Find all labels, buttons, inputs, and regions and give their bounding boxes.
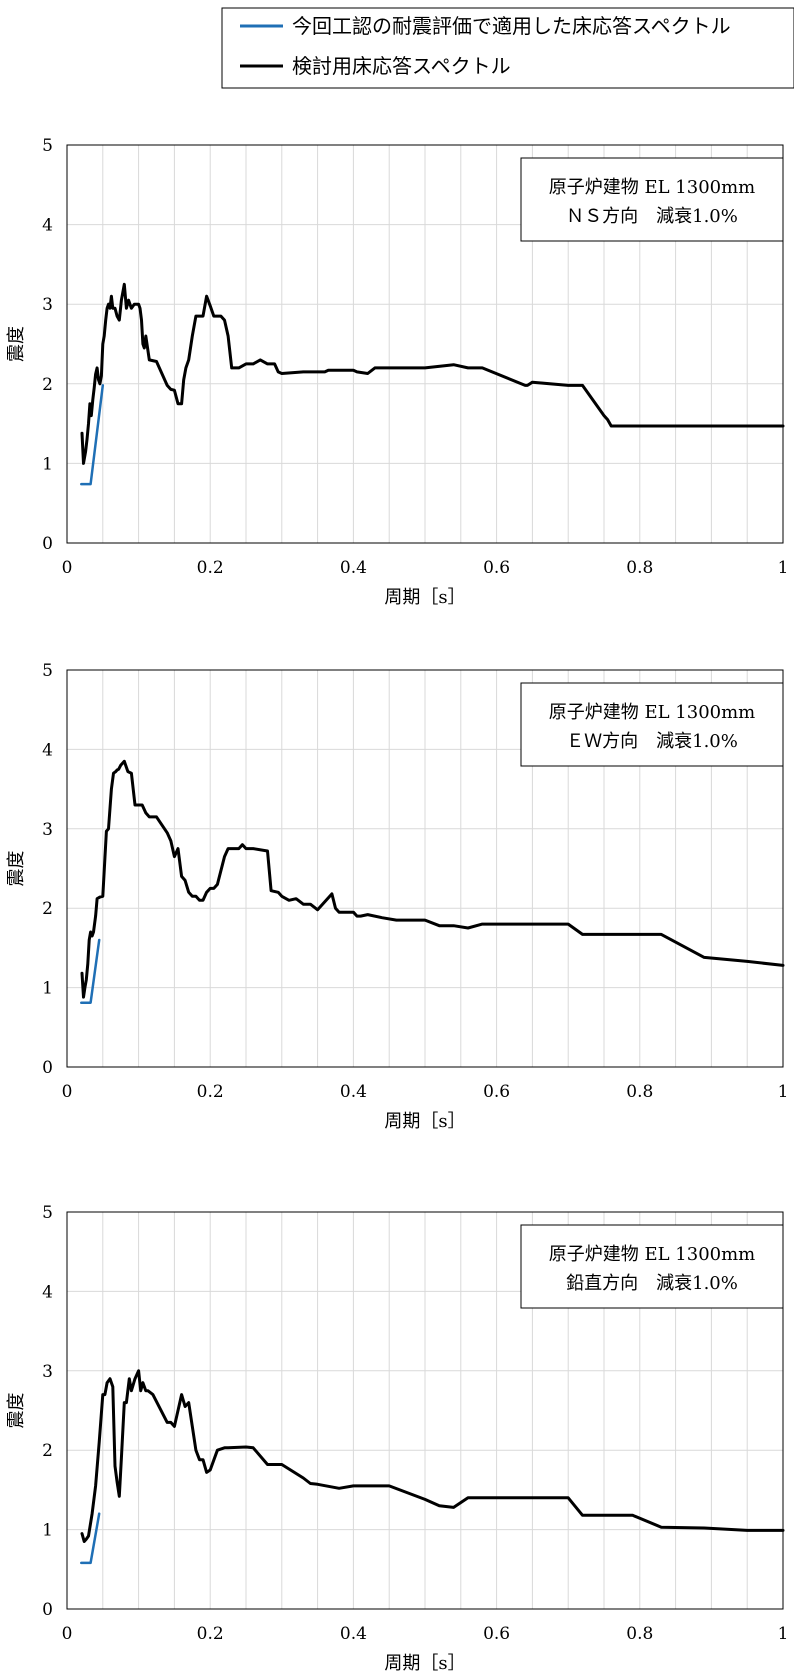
x-tick-label: 0 (62, 1624, 73, 1644)
x-tick-label: 0.6 (483, 1624, 510, 1644)
plot-border (66, 669, 784, 1068)
x-axis-title: 周期［s］ (384, 1111, 465, 1132)
x-axis-title: 周期［s］ (384, 1653, 465, 1674)
annotation-box (520, 1224, 784, 1309)
x-tick-label: 0.8 (626, 1624, 653, 1644)
x-tick-label: 0.6 (483, 1082, 510, 1102)
y-tick-label: 1 (42, 979, 53, 999)
series-line-review (80, 759, 785, 999)
x-tick-label: 0 (62, 558, 73, 578)
series-line-review (80, 282, 785, 465)
y-tick-label: 1 (42, 1521, 53, 1541)
x-tick-label: 0.8 (626, 1082, 653, 1102)
series-line-applied (80, 1512, 101, 1565)
x-tick-label: 0.8 (626, 558, 653, 578)
chart-2: 0 1 2 3 4 5 0 0.2 0.4 0.6 0.8 1 周期［s］ 震度 原子炉建物 EL 1300… (6, 661, 788, 1132)
annotation-box (520, 157, 784, 242)
series-line-review (80, 1369, 785, 1543)
x-tick-label: 0.4 (340, 1082, 367, 1102)
x-tick-label: 0.6 (483, 558, 510, 578)
x-tick-label: 0.2 (197, 1082, 224, 1102)
y-tick-label: 0 (42, 1058, 53, 1078)
y-tick-label: 1 (42, 454, 53, 474)
y-axis-title: 震度 (6, 1393, 27, 1429)
y-tick-label: 3 (42, 295, 53, 315)
annotation-line-2: ＥＷ方向 減衰1.0% (566, 731, 738, 752)
x-tick-label: 0.2 (197, 558, 224, 578)
y-axis-title: 震度 (6, 326, 27, 362)
y-tick-label: 4 (42, 1282, 53, 1302)
y-axis-title: 震度 (6, 851, 27, 887)
x-tick-label: 0.4 (340, 558, 367, 578)
y-tick-label: 4 (42, 740, 53, 760)
legend-label-1: 今回工認の耐震評価で適用した床応答スペクトル (292, 14, 731, 38)
y-tick-label: 5 (42, 136, 53, 156)
y-tick-label: 2 (42, 899, 53, 919)
y-tick-label: 5 (42, 1203, 53, 1223)
y-tick-label: 0 (42, 1600, 53, 1620)
legend-label-2: 検討用床応答スペクトル (292, 54, 511, 78)
chart-1: 0 1 2 3 4 5 0 0.2 0.4 0.6 0.8 1 周期［s］ 震度 原子炉建物 EL 1300… (6, 136, 788, 608)
plot-border (66, 1211, 784, 1610)
y-tick-label: 3 (42, 820, 53, 840)
y-tick-label: 2 (42, 375, 53, 395)
annotation-box (520, 682, 784, 767)
annotation-line-1: 原子炉建物 EL 1300mm (549, 177, 755, 198)
x-tick-label: 0 (62, 1082, 73, 1102)
y-tick-label: 5 (42, 661, 53, 681)
chart-3: 0 1 2 3 4 5 0 0.2 0.4 0.6 0.8 1 周期［s］ 震度 原子炉建物 EL 1300… (6, 1203, 788, 1674)
x-tick-label: 0.2 (197, 1624, 224, 1644)
y-tick-label: 3 (42, 1362, 53, 1382)
y-tick-label: 0 (42, 534, 53, 554)
annotation-line-2: 鉛直方向 減衰1.0% (566, 1273, 738, 1294)
series-line-applied (80, 384, 105, 486)
annotation-line-1: 原子炉建物 EL 1300mm (549, 702, 755, 723)
x-axis-title: 周期［s］ (384, 587, 465, 608)
y-tick-label: 2 (42, 1441, 53, 1461)
x-tick-label: 1 (778, 1624, 789, 1644)
annotation-line-2: ＮＳ方向 減衰1.0% (566, 206, 738, 227)
legend: 今回工認の耐震評価で適用した床応答スペクトル 検討用床応答スペクトル (221, 7, 794, 89)
x-tick-label: 1 (778, 1082, 789, 1102)
plot-border (66, 144, 784, 544)
x-tick-label: 1 (778, 558, 789, 578)
y-tick-label: 4 (42, 216, 53, 236)
annotation-line-1: 原子炉建物 EL 1300mm (549, 1244, 755, 1265)
legend-box (221, 7, 794, 89)
series-line-applied (80, 938, 101, 1004)
x-tick-label: 0.4 (340, 1624, 367, 1644)
